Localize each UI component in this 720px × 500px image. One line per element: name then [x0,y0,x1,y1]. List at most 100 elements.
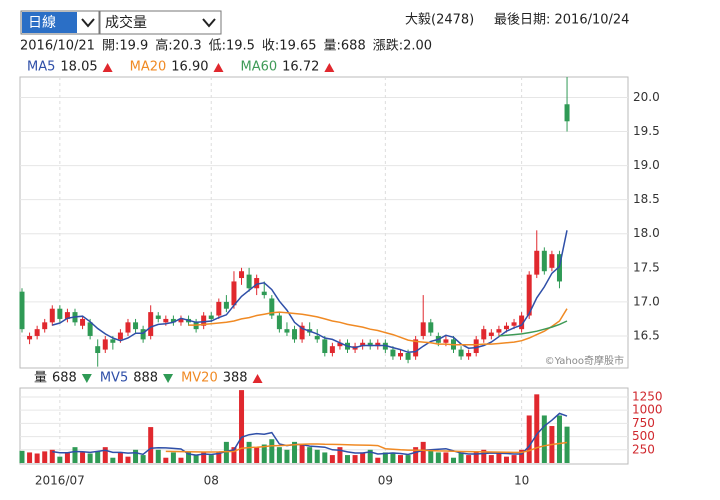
volume-bar [208,455,214,463]
volume-bar [473,452,479,463]
y-tick-label: 17.5 [633,260,660,274]
candle-body [473,339,479,354]
candle-body [80,318,86,326]
trend-arrow [252,374,263,383]
volume-bar [511,455,517,463]
legend-value: 888 [133,371,158,386]
candle-body [519,315,525,330]
candle-body [496,329,502,333]
volume-bar [87,453,93,463]
volume-bar [42,451,48,463]
candle-body [254,278,260,289]
volume-bar [261,444,267,463]
volume-bar [95,451,101,463]
y-tick-label: 750 [632,416,655,430]
volume-bar [133,449,139,463]
candle-body [549,254,555,268]
volume-bar [178,457,184,463]
volume-bar [337,447,343,463]
candle-body [49,308,55,323]
info-field: 量:688 [324,39,366,54]
ma-line [52,230,568,354]
volume-bar [443,452,449,463]
volume-bar [246,441,252,463]
volume-bar [163,457,169,463]
candle-body [57,308,63,319]
volume-bar [322,452,328,463]
volume-bar [398,455,403,463]
volume-bar [307,447,313,463]
x-tick-label: 2016/07 [35,474,85,488]
candle-body [102,339,108,350]
volume-bar [352,455,358,463]
legend-value: 18.05 [60,60,97,75]
volume-bar [64,452,70,463]
volume-bar [329,455,335,463]
volume-bar [541,415,547,463]
candle-body [269,298,275,316]
select-box[interactable] [99,10,222,35]
volume-bar [390,452,396,463]
volume-bar [458,452,464,463]
candle-body [140,329,146,340]
y-tick-label: 18.5 [633,192,660,206]
x-tick-label: 10 [514,474,529,488]
legend-name: MV5 [100,371,128,386]
volume-bar [276,447,282,463]
candle-body [246,274,252,289]
candle-body [117,332,123,340]
candle-body [443,339,449,343]
y-tick-label: 18.0 [633,226,660,240]
legend-name: MA5 [27,60,55,75]
candle-body [322,339,328,354]
candle-body [420,322,426,336]
volume-bar [125,456,131,463]
info-line: 2016/10/21 開:19.9 高:20.3 低:19.5 收:19.65 量:688… [20,38,432,54]
candle-body [19,291,25,330]
candle-body [276,315,282,330]
indicator-select[interactable]: 成交量 [99,10,222,35]
volume-bar [34,453,40,463]
volume-bar [102,447,108,463]
info-field: 2016/10/21 [20,39,95,54]
candle-body [292,329,298,340]
y-tick-label: 19.0 [633,158,660,172]
candle-body [488,332,494,336]
period-select[interactable]: 日線 [20,10,100,35]
candle-body [155,315,161,319]
candle-body [208,315,214,319]
y-tick-label: 500 [632,429,655,443]
volume-bar [110,457,116,463]
volume-bar [405,455,411,463]
volume-bar [223,441,229,463]
candle-body [148,312,154,336]
candle-body [413,339,419,357]
info-field: 漲跌:2.00 [373,38,432,54]
candle-body [367,342,373,347]
info-field: 收:19.65 [262,39,317,54]
volume-bar [49,449,55,463]
volume-bar [27,452,33,463]
select-text: 成交量 [105,14,147,31]
volume-bar [186,452,192,463]
info-field: 開:19.9 [102,39,148,54]
candle-body [178,318,184,323]
volume-bar [239,390,245,463]
select-highlight [22,12,77,33]
watermark: ©Yahoo奇摩股市 [545,354,624,367]
candle-body [64,312,70,319]
volume-bar [413,447,419,463]
candle-body [314,335,320,340]
volume-bar [556,415,562,463]
volume-bar [201,452,207,463]
volume-bar [375,457,381,463]
volume-bar [216,452,222,463]
volume-bar [57,456,63,463]
volume-bar [428,449,434,463]
candle-body [526,274,532,316]
volume-bar [450,457,456,463]
volume-bar [382,452,388,463]
volume-bar [148,427,154,463]
volume-bar [254,447,260,463]
